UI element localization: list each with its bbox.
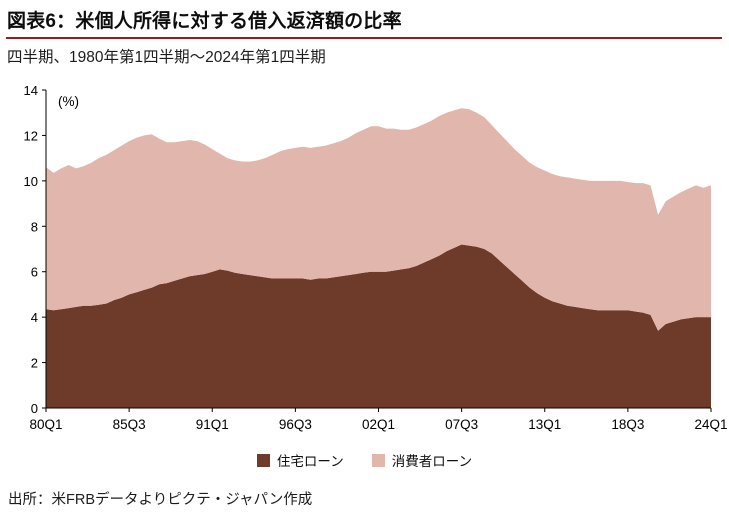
y-tick-label: 12: [24, 128, 38, 143]
y-tick-label: 8: [31, 219, 38, 234]
legend-item-mortgage: 住宅ローン: [256, 450, 344, 470]
y-axis-unit-label: (%): [58, 94, 79, 109]
source-note: 出所：米FRBデータよりピクテ・ジャパン作成: [8, 492, 313, 508]
mortgage-legend-label: 住宅ローン: [276, 454, 344, 469]
y-tick-label: 0: [31, 401, 38, 416]
x-tick-label: 80Q1: [29, 417, 62, 432]
y-tick-label: 2: [31, 356, 38, 371]
y-tick-label: 14: [24, 83, 38, 98]
y-tick-label: 6: [31, 265, 38, 280]
chart-subtitle: 四半期、1980年第1四半期～2024年第1四半期: [7, 49, 326, 66]
page-title: 図表6：米個人所得に対する借入返済額の比率: [7, 11, 402, 32]
x-tick-label: 07Q3: [445, 417, 478, 432]
y-tick-label: 4: [31, 310, 38, 325]
y-tick-label: 10: [24, 174, 38, 189]
stacked-area-chart: 0 2 4 6 8 10 12 14 (%) 80Q1 85Q3 91Q1 96Q3 02Q1 07Q3 13…: [24, 83, 728, 432]
x-tick-label: 96Q3: [279, 417, 312, 432]
x-tick-label: 18Q3: [611, 417, 644, 432]
x-tick-label: 02Q1: [362, 417, 395, 432]
consumer-swatch: [371, 453, 385, 467]
consumer-legend-label: 消費者ローン: [391, 454, 473, 469]
mortgage-swatch: [256, 453, 270, 467]
consumer-area: [46, 108, 711, 331]
x-tick-label: 13Q1: [528, 417, 561, 432]
mortgage-area: [46, 244, 711, 408]
legend-item-consumer: 消費者ローン: [371, 450, 473, 470]
legend: 住宅ローン 消費者ローン: [0, 450, 729, 470]
title-underline: [6, 37, 722, 39]
x-tick-label: 24Q1: [694, 417, 727, 432]
x-tick-label: 85Q3: [113, 417, 146, 432]
x-tick-label: 91Q1: [196, 417, 229, 432]
